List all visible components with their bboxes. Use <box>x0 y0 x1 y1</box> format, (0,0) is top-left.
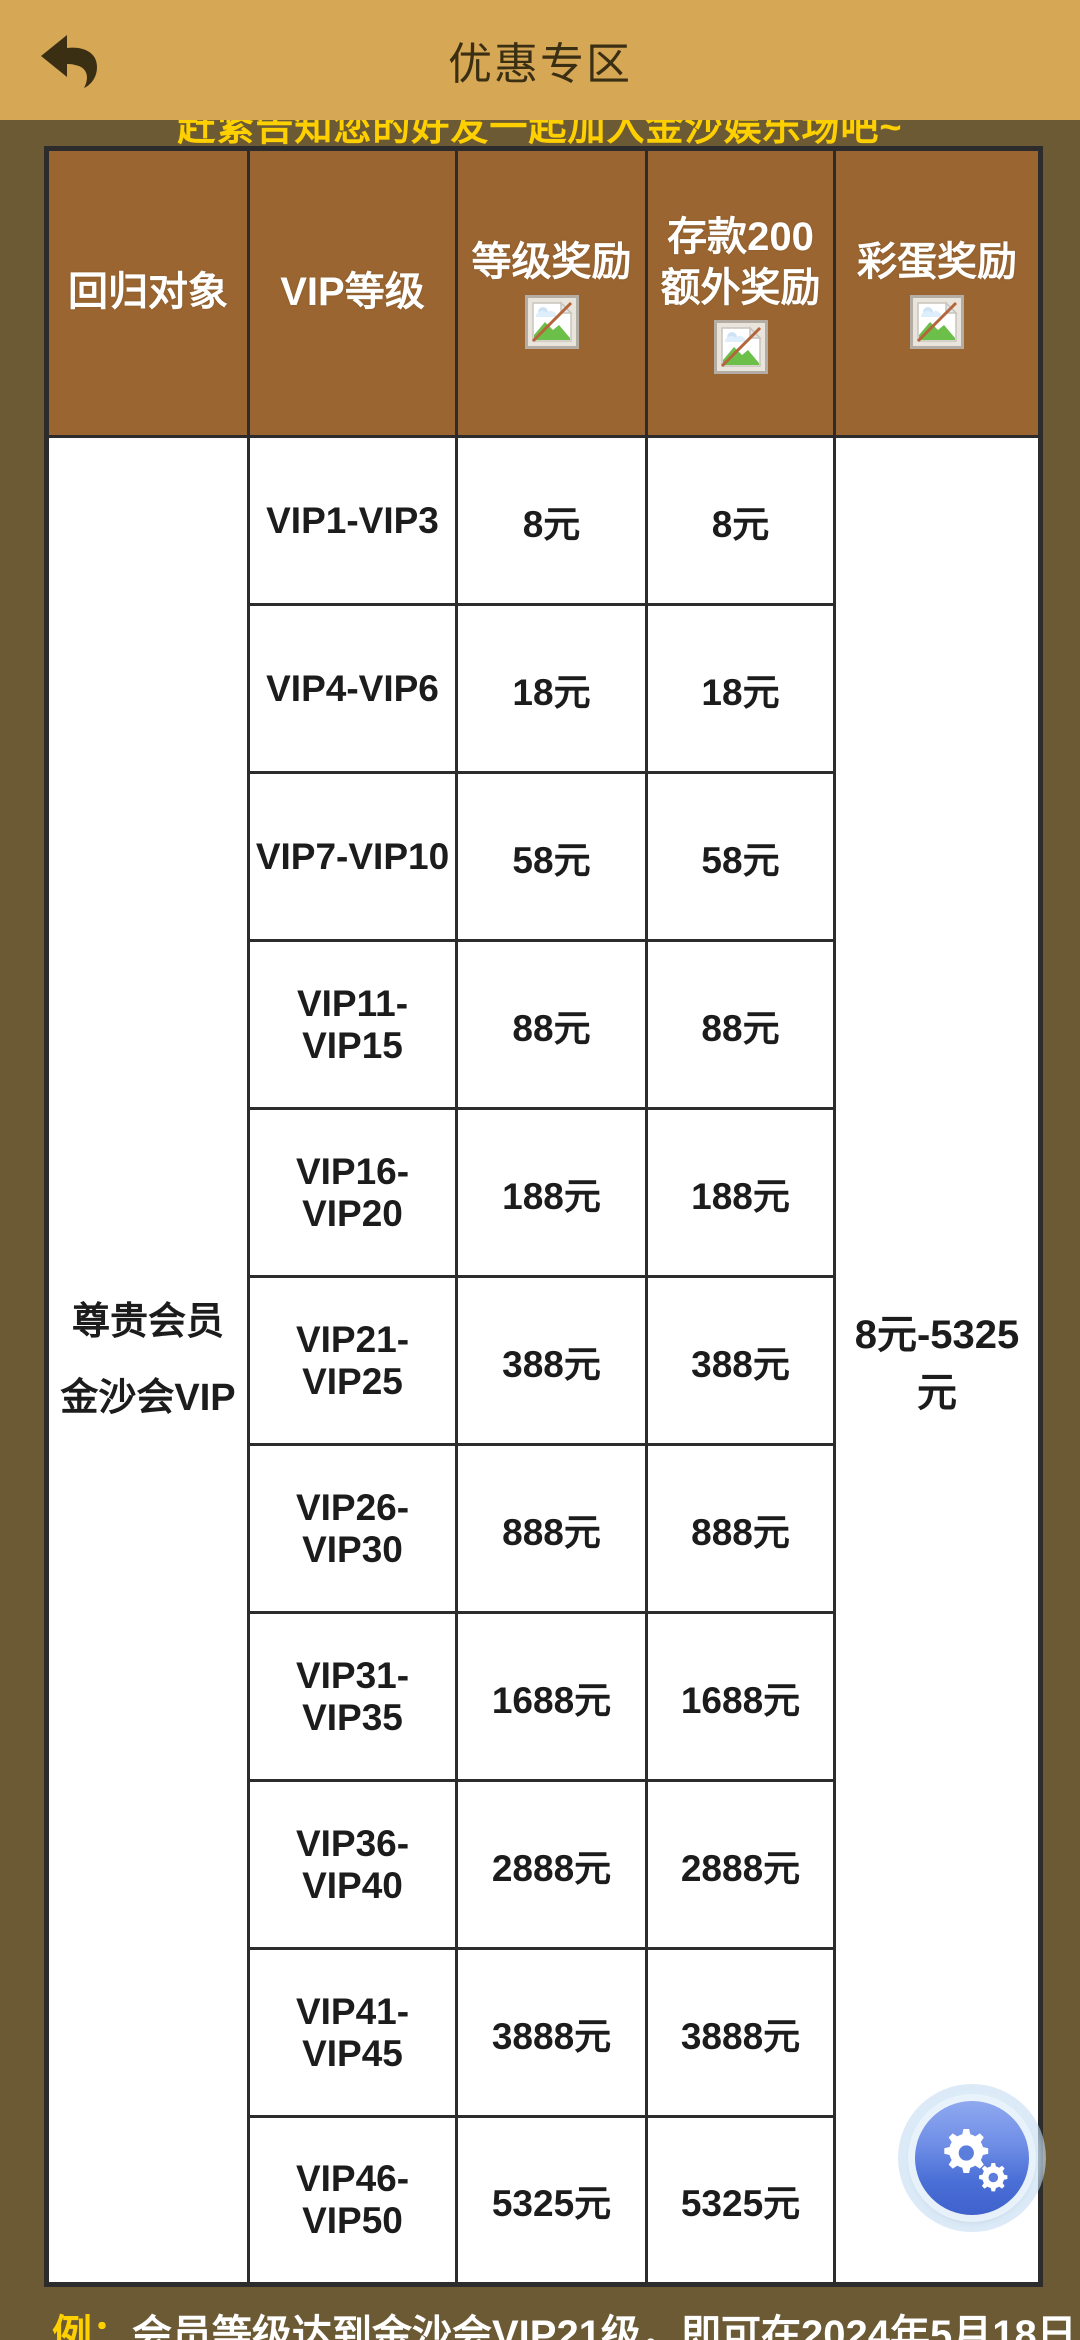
gears-icon <box>933 2123 1011 2193</box>
example-note-lead: 例： <box>52 2313 132 2340</box>
cell-egg-reward: 8元-5325元 <box>833 435 1042 2286</box>
cell-deposit-reward: 8元 <box>645 435 836 606</box>
cell-vip-range: VIP36-VIP40 <box>247 1779 458 1950</box>
column-header-level-reward: 等级奖励 <box>455 147 648 438</box>
column-header-deposit-reward-line1: 存款200 <box>667 214 814 259</box>
column-header-vip-level: VIP等级 <box>247 147 458 438</box>
cell-vip-range: VIP11-VIP15 <box>247 939 458 1110</box>
cell-vip-range: VIP7-VIP10 <box>247 771 458 942</box>
table-row: VIP16-VIP20 188元 188元 <box>47 1107 1041 1278</box>
cell-deposit-reward: 5325元 <box>645 2115 836 2286</box>
cell-level-reward: 388元 <box>455 1275 648 1446</box>
cell-level-reward: 888元 <box>455 1443 648 1614</box>
cell-level-reward: 1688元 <box>455 1611 648 1782</box>
table-row: VIP21-VIP25 388元 388元 <box>47 1275 1041 1446</box>
cell-level-reward: 5325元 <box>455 2115 648 2286</box>
column-header-target-label: 回归对象 <box>68 270 228 315</box>
cell-deposit-reward: 388元 <box>645 1275 836 1446</box>
cell-deposit-reward: 18元 <box>645 603 836 774</box>
cell-level-reward: 3888元 <box>455 1947 648 2118</box>
table-row: VIP26-VIP30 888元 888元 <box>47 1443 1041 1614</box>
column-header-level-reward-label: 等级奖励 <box>471 240 632 285</box>
column-header-deposit-reward-line2: 额外奖励 <box>660 266 821 310</box>
cell-deposit-reward: 3888元 <box>645 1947 836 2118</box>
column-header-deposit-reward: 存款200 额外奖励 <box>645 147 836 438</box>
cell-level-reward: 8元 <box>455 435 648 606</box>
column-header-egg-reward-label: 彩蛋奖励 <box>857 240 1017 285</box>
table-header-row: 回归对象 VIP等级 等级奖励 <box>45 147 1042 438</box>
table-row: VIP36-VIP40 2888元 2888元 <box>47 1779 1041 1950</box>
cell-vip-range: VIP4-VIP6 <box>247 603 458 774</box>
page-title: 优惠专区 <box>448 40 632 89</box>
cell-deposit-reward: 88元 <box>645 939 836 1110</box>
page-content: 赶紧告知您的好友一起加入金沙娱乐场吧~ 回归对象 VIP等级 <box>0 120 1080 2340</box>
app-bar: 优惠专区 <box>0 0 1080 120</box>
cell-deposit-reward: 888元 <box>645 1443 836 1614</box>
table-row: VIP7-VIP10 58元 58元 <box>47 771 1041 942</box>
promo-banner-text: 赶紧告知您的好友一起加入金沙娱乐场吧~ <box>177 120 903 149</box>
cell-return-target: 尊贵会员 金沙会VIP <box>45 435 250 2286</box>
settings-fab-button[interactable] <box>898 2084 1046 2232</box>
cell-deposit-reward: 58元 <box>645 771 836 942</box>
back-button[interactable] <box>0 0 140 120</box>
cell-level-reward: 88元 <box>455 939 648 1110</box>
table-body: 尊贵会员 金沙会VIP VIP1-VIP3 8元 8元 8元-5325元 VIP… <box>45 435 1042 2286</box>
vip-reward-table: 回归对象 VIP等级 等级奖励 <box>44 146 1043 2287</box>
broken-image-icon <box>713 320 768 375</box>
table-row: VIP31-VIP35 1688元 1688元 <box>47 1611 1041 1782</box>
broken-image-icon <box>524 294 579 349</box>
cell-deposit-reward: 1688元 <box>645 1611 836 1782</box>
return-target-line1: 尊贵会员 <box>71 1301 224 1343</box>
return-target-line2: 金沙会VIP <box>60 1377 236 1419</box>
cell-deposit-reward: 2888元 <box>645 1779 836 1950</box>
cell-vip-range: VIP46-VIP50 <box>247 2115 458 2286</box>
cell-deposit-reward: 188元 <box>645 1107 836 1278</box>
cell-vip-range: VIP41-VIP45 <box>247 1947 458 2118</box>
table-row: VIP46-VIP50 5325元 5325元 <box>47 2115 1041 2286</box>
column-header-vip-level-label: VIP等级 <box>280 270 425 315</box>
cell-vip-range: VIP1-VIP3 <box>247 435 458 606</box>
example-note: 例：会员等级达到金沙会VIP21级，即可在2024年5月18日 <box>52 2302 1077 2340</box>
table-head: 回归对象 VIP等级 等级奖励 <box>45 147 1042 438</box>
back-arrow-icon <box>37 31 103 89</box>
column-header-target: 回归对象 <box>45 147 250 438</box>
table-row: VIP41-VIP45 3888元 3888元 <box>47 1947 1041 2118</box>
cell-vip-range: VIP31-VIP35 <box>247 1611 458 1782</box>
cell-level-reward: 58元 <box>455 771 648 942</box>
column-header-egg-reward: 彩蛋奖励 <box>833 147 1042 438</box>
table-row: VIP4-VIP6 18元 18元 <box>47 603 1041 774</box>
cell-level-reward: 188元 <box>455 1107 648 1278</box>
table-row: VIP11-VIP15 88元 88元 <box>47 939 1041 1110</box>
broken-image-icon <box>910 294 964 349</box>
cell-vip-range: VIP26-VIP30 <box>247 1443 458 1614</box>
cell-vip-range: VIP16-VIP20 <box>247 1107 458 1278</box>
vip-reward-table-wrapper: 回归对象 VIP等级 等级奖励 <box>44 146 1043 2287</box>
example-note-text: 会员等级达到金沙会VIP21级，即可在2024年5月18日 <box>132 2313 1077 2340</box>
cell-level-reward: 18元 <box>455 603 648 774</box>
table-row: 尊贵会员 金沙会VIP VIP1-VIP3 8元 8元 8元-5325元 <box>45 435 1042 2286</box>
cell-vip-range: VIP21-VIP25 <box>247 1275 458 1446</box>
cell-level-reward: 2888元 <box>455 1779 648 1950</box>
settings-fab-core <box>915 2101 1029 2215</box>
